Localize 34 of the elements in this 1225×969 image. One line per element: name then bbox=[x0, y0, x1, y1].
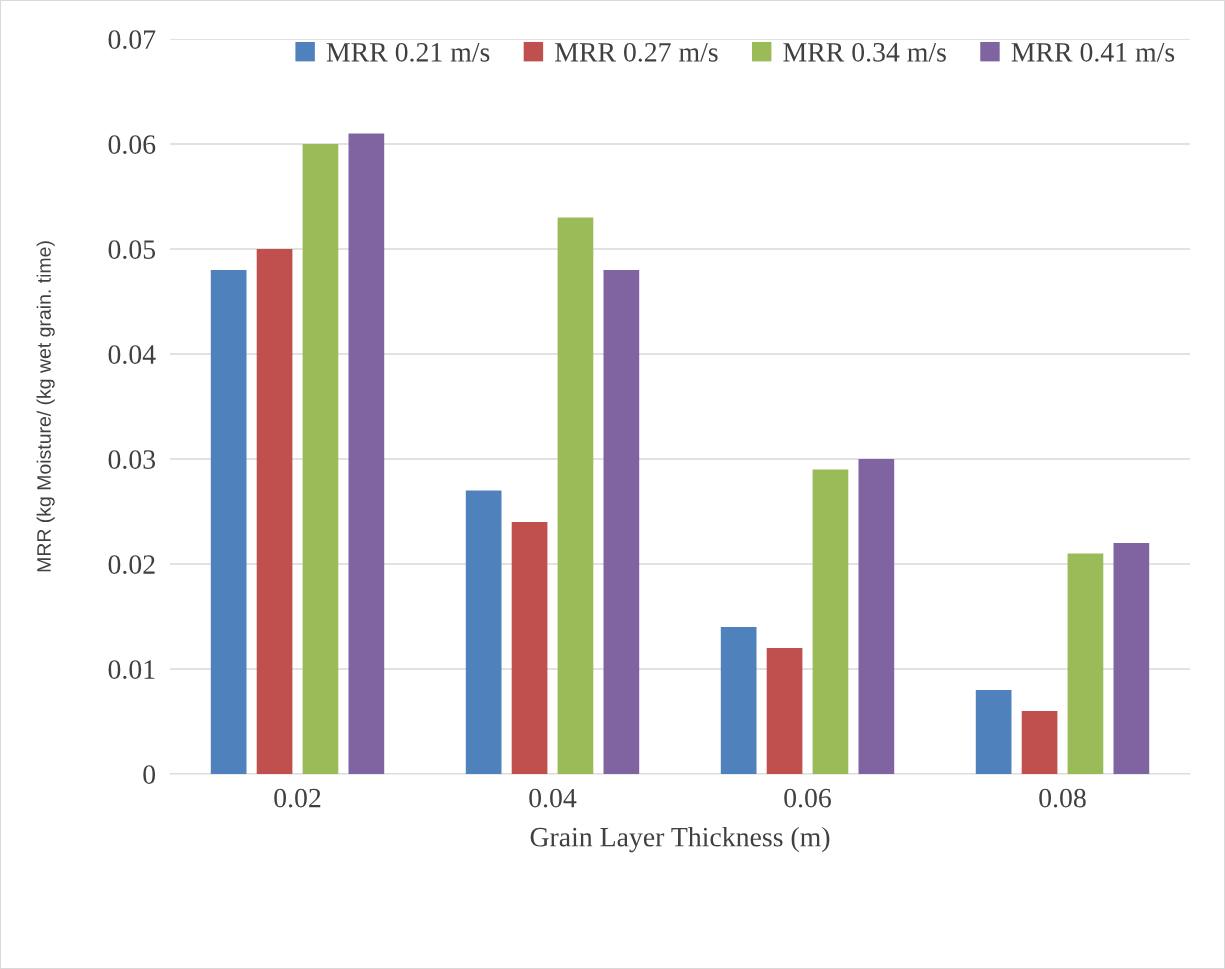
y-tick-label: 0 bbox=[143, 765, 156, 784]
x-tick-label: 0.06 bbox=[784, 788, 831, 808]
bar bbox=[256, 249, 293, 774]
legend-label: MRR 0.41 m/s bbox=[1011, 42, 1175, 62]
bar bbox=[975, 690, 1012, 774]
bar bbox=[720, 627, 757, 774]
legend-label: MRR 0.21 m/s bbox=[326, 42, 490, 62]
y-tick-label: 0.02 bbox=[108, 555, 155, 575]
bar bbox=[858, 459, 895, 774]
y-axis-title: MRR (kg Moisture/ (kg wet grain. time) bbox=[36, 241, 55, 572]
bar bbox=[1113, 543, 1150, 774]
bar bbox=[302, 144, 339, 774]
y-tick-label: 0.06 bbox=[108, 135, 156, 155]
legend-label: MRR 0.27 m/s bbox=[555, 42, 718, 62]
bar bbox=[511, 522, 548, 774]
x-tick-label: 0.04 bbox=[529, 788, 577, 808]
legend-label: MRR 0.34 m/s bbox=[783, 42, 946, 62]
x-tick-label: 0.08 bbox=[1039, 788, 1086, 808]
y-tick-label: 0.03 bbox=[108, 450, 156, 470]
bar bbox=[1067, 553, 1104, 774]
y-tick-label: 0.01 bbox=[108, 660, 155, 680]
bar bbox=[766, 648, 803, 774]
bar bbox=[1021, 711, 1058, 774]
bar bbox=[348, 133, 385, 774]
x-tick-label: 0.02 bbox=[274, 788, 321, 808]
bar bbox=[210, 270, 247, 774]
y-tick-label: 0.05 bbox=[108, 240, 156, 260]
bar bbox=[557, 217, 594, 774]
bar bbox=[603, 270, 640, 774]
y-tick-label: 0.04 bbox=[108, 345, 156, 365]
bar bbox=[465, 490, 502, 774]
bar bbox=[812, 469, 849, 774]
x-axis-title: Grain Layer Thickness (m) bbox=[530, 826, 830, 853]
y-tick-label: 0.07 bbox=[108, 30, 156, 50]
